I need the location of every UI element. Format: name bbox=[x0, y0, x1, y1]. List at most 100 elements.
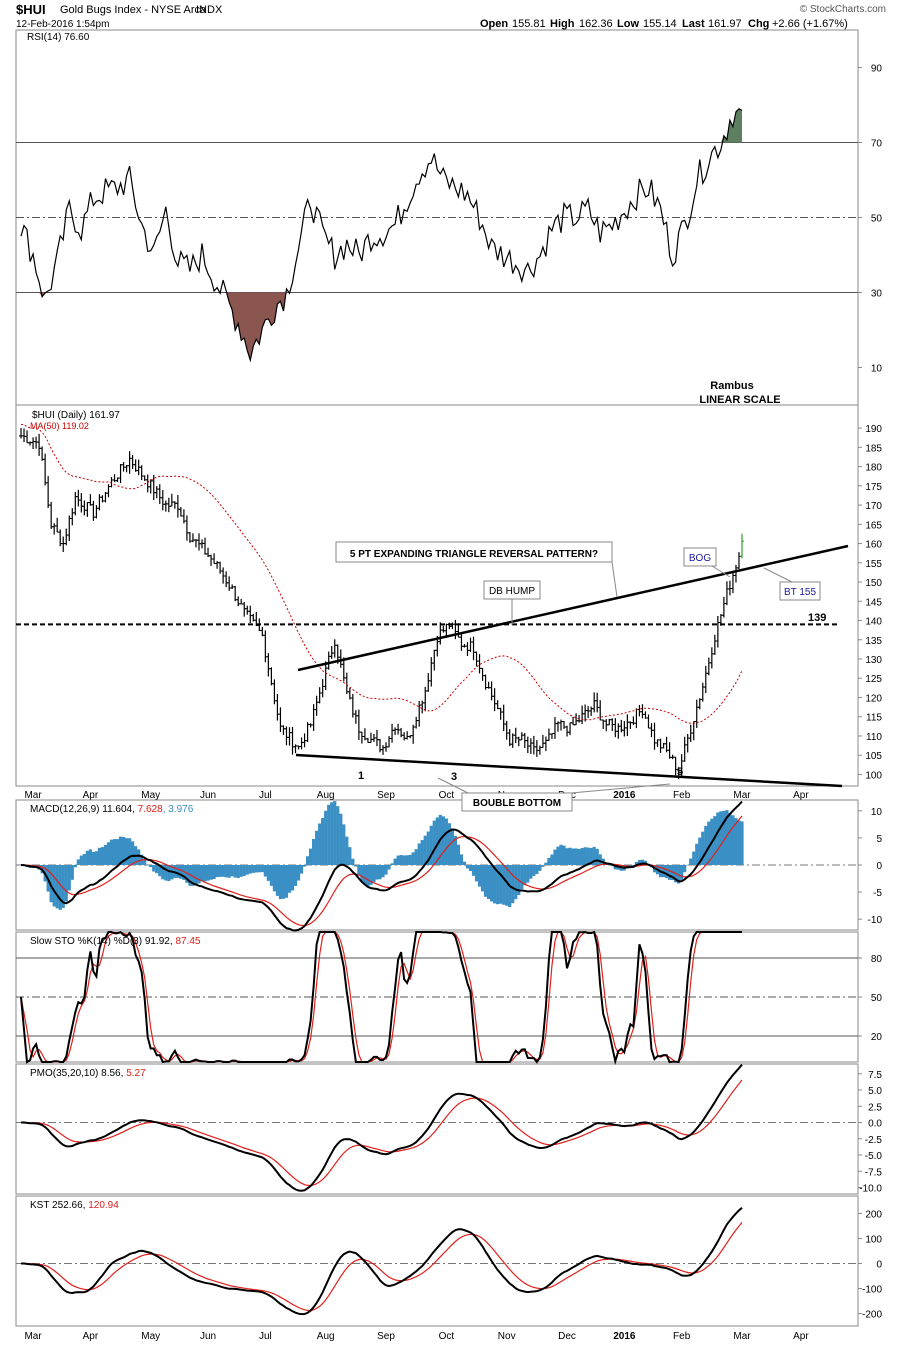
x-month-label: 2016 bbox=[613, 1331, 636, 1342]
macd-histogram-bar bbox=[692, 851, 696, 865]
macd-histogram-bar bbox=[378, 865, 382, 880]
kst-ytick-label: 0 bbox=[876, 1260, 882, 1271]
macd-histogram-bar bbox=[680, 865, 684, 880]
rsi-ytick-label: 10 bbox=[871, 364, 883, 375]
macd-histogram-bar bbox=[577, 848, 581, 865]
macd-histogram-bar bbox=[396, 855, 400, 865]
macd-histogram-bar bbox=[115, 839, 120, 865]
macd-histogram-bar bbox=[70, 865, 74, 880]
rsi-line bbox=[20, 108, 743, 363]
macd-histogram-bar bbox=[511, 865, 515, 904]
macd-histogram-bar bbox=[191, 865, 195, 886]
macd-histogram-bar bbox=[266, 865, 270, 881]
pmo-ytick-label: 2.5 bbox=[868, 1102, 882, 1113]
chart-name: Gold Bugs Index - NYSE Arca bbox=[60, 4, 207, 16]
macd-histogram-bar bbox=[390, 863, 394, 865]
macd-histogram-bar bbox=[435, 817, 439, 865]
macd-histogram-bar bbox=[215, 865, 219, 878]
macd-line bbox=[20, 800, 743, 932]
sto-ytick-label: 80 bbox=[871, 954, 883, 965]
x-month-label: Mar bbox=[24, 1331, 42, 1342]
macd-histogram-bar bbox=[55, 865, 59, 909]
macd-histogram-bar bbox=[562, 845, 566, 865]
high-label: High bbox=[550, 18, 575, 30]
macd-histogram-bar bbox=[490, 865, 494, 902]
macd-histogram-bar bbox=[529, 865, 533, 879]
macd-histogram-bar bbox=[547, 857, 551, 865]
price-legend: $HUI (Daily) 161.97 bbox=[32, 410, 120, 421]
double-bottom-annotation: BOUBLE BOTTOM bbox=[473, 798, 561, 809]
low-value: 155.14 bbox=[643, 18, 677, 30]
macd-histogram-bar bbox=[251, 865, 255, 873]
pmo-ytick-label: -7.5 bbox=[865, 1167, 883, 1178]
price-ytick-label: 110 bbox=[866, 732, 882, 743]
watermark: © StockCharts.com bbox=[800, 4, 886, 15]
bt-annotation-box bbox=[779, 581, 821, 601]
x-month-label: Nov bbox=[498, 1331, 516, 1342]
macd-histogram-bar bbox=[432, 820, 436, 865]
macd-histogram-bar bbox=[176, 865, 180, 878]
macd-histogram-bar bbox=[354, 865, 358, 867]
macd-histogram-bar bbox=[360, 865, 364, 882]
macd-histogram-bar bbox=[471, 865, 476, 876]
macd-histogram-bar bbox=[559, 844, 563, 865]
x-month-label: 2016 bbox=[613, 790, 636, 801]
pmo-ytick-label: -5.0 bbox=[865, 1151, 883, 1162]
macd-histogram-bar bbox=[505, 865, 509, 906]
macd-histogram-bar bbox=[82, 854, 86, 865]
macd-histogram-bar bbox=[737, 820, 741, 865]
chart-datetime: 12-Feb-2016 1:54pm bbox=[16, 19, 109, 30]
macd-histogram-bar bbox=[740, 821, 744, 865]
macd-histogram-bar bbox=[284, 865, 289, 898]
price-ytick-label: 170 bbox=[865, 501, 882, 512]
macd-histogram-bar bbox=[483, 865, 488, 897]
kst-ytick-label: 200 bbox=[865, 1210, 882, 1221]
scale-label: LINEAR SCALE bbox=[699, 394, 780, 406]
macd-histogram-bar bbox=[293, 865, 298, 886]
open-value: 155.81 bbox=[512, 18, 546, 30]
x-month-label: Oct bbox=[439, 1331, 455, 1342]
macd-histogram-bar bbox=[103, 844, 108, 865]
macd-histogram-bar bbox=[553, 849, 557, 865]
macd-histogram-bar bbox=[278, 865, 283, 900]
macd-histogram-bar bbox=[532, 865, 536, 876]
db-hump-annotation-box bbox=[483, 580, 541, 600]
x-month-label: Jun bbox=[200, 1331, 216, 1342]
double-bottom-callout-left bbox=[437, 777, 471, 795]
macd-histogram-bar bbox=[227, 865, 231, 878]
macd-histogram-bar bbox=[695, 843, 699, 865]
level-139-label: 139 bbox=[808, 612, 826, 624]
macd-histogram-bar bbox=[309, 848, 313, 865]
macd-histogram-bar bbox=[351, 858, 355, 865]
macd-histogram-bar bbox=[477, 865, 482, 887]
triangle-lower-line bbox=[295, 753, 843, 788]
macd-histogram-bar bbox=[456, 844, 461, 865]
macd-histogram-bar bbox=[76, 859, 80, 865]
macd-histogram-bar bbox=[242, 865, 246, 876]
kst-signal-line bbox=[21, 1222, 743, 1312]
triangle-upper-line bbox=[297, 544, 849, 672]
macd-histogram-bar bbox=[583, 847, 587, 865]
bog-annotation: BOG bbox=[689, 553, 711, 564]
macd-histogram-bar bbox=[121, 836, 126, 865]
triangle-callout-line bbox=[611, 561, 618, 598]
macd-histogram-bar bbox=[408, 854, 412, 865]
open-label: Open bbox=[480, 18, 508, 30]
sto-k-line bbox=[20, 930, 742, 1066]
macd-histogram-bar bbox=[149, 865, 153, 868]
macd-histogram-bar bbox=[405, 855, 409, 865]
macd-histogram-bar bbox=[526, 865, 530, 883]
macd-histogram-bar bbox=[535, 865, 539, 874]
x-month-label: Sep bbox=[377, 790, 395, 801]
macd-histogram-bar bbox=[281, 865, 286, 899]
price-ytick-label: 140 bbox=[865, 617, 882, 628]
price-ytick-label: 120 bbox=[865, 693, 882, 704]
pmo-line bbox=[21, 1064, 743, 1192]
double-bottom-annotation-box bbox=[461, 792, 573, 812]
macd-histogram-bar bbox=[411, 852, 415, 865]
macd-histogram-bar bbox=[580, 848, 584, 865]
rsi-oversold-fill bbox=[21, 292, 742, 361]
macd-histogram-bar bbox=[480, 865, 485, 892]
macd-histogram-bar bbox=[556, 846, 560, 865]
